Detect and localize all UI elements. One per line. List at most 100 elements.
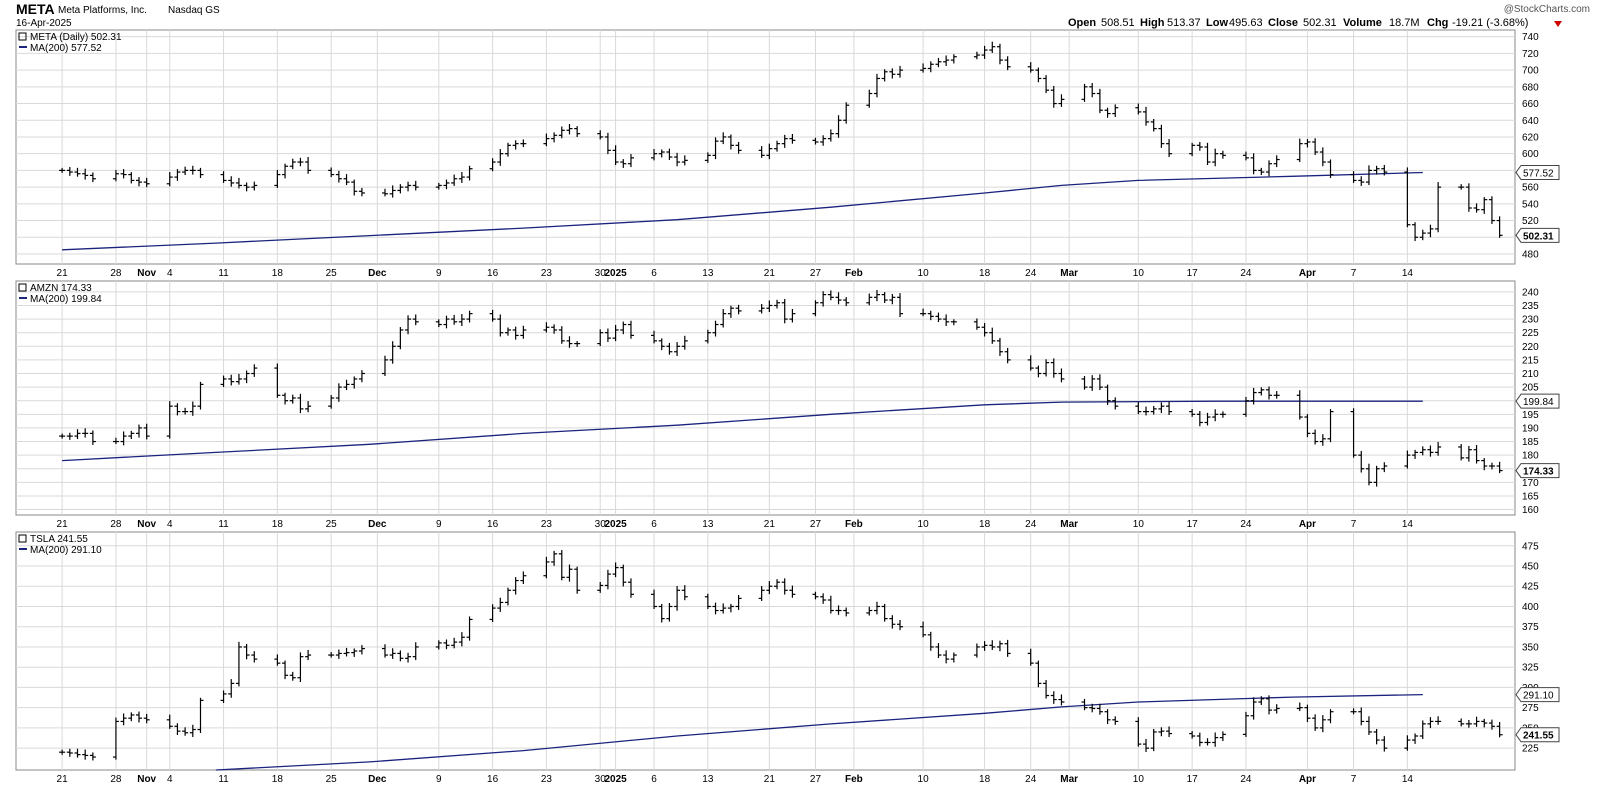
price-bar [566, 123, 573, 135]
price-bar [927, 310, 934, 321]
price-bar [1050, 85, 1057, 108]
price-bar [566, 336, 573, 348]
price-bar [1496, 461, 1503, 474]
price-bar [781, 298, 788, 324]
price-bar [597, 130, 604, 140]
price-bar [335, 649, 342, 659]
x-tick-label: 18 [979, 519, 991, 530]
price-bar [1050, 358, 1057, 378]
price-bar [1104, 709, 1111, 725]
price-bar [1404, 450, 1411, 469]
ma-badge: 577.52 [1515, 164, 1560, 180]
price-bar [1035, 660, 1042, 688]
price-bar [666, 342, 673, 355]
x-tick-label: Feb [845, 519, 863, 530]
price-badge-shape [1515, 727, 1560, 743]
price-bar [228, 374, 235, 386]
price-bar [604, 328, 611, 342]
price-bar [389, 341, 396, 364]
x-tick-label: 25 [326, 774, 338, 785]
price-bar [59, 167, 66, 173]
price-bar [435, 640, 442, 650]
price-bar [1312, 138, 1319, 155]
price-bar [112, 717, 119, 760]
ma-badge-shape [1515, 164, 1560, 180]
price-bar [1304, 139, 1311, 148]
panel-frame [15, 29, 1516, 265]
price-bar [558, 126, 565, 139]
price-bar [305, 401, 312, 413]
y-tick-label: 240 [1522, 287, 1539, 298]
y-tick-label: 740 [1522, 32, 1539, 43]
price-bar [1143, 106, 1150, 126]
price-bar [781, 134, 788, 148]
price-bar [489, 309, 496, 322]
price-bar [681, 585, 688, 601]
price-bar [866, 293, 873, 306]
price-bar [1373, 165, 1380, 175]
ohlc-chg-label: Chg [1427, 17, 1448, 29]
price-bar [658, 149, 665, 158]
price-bar [128, 712, 135, 722]
price-bar [358, 370, 365, 383]
x-tick-label: 14 [1402, 519, 1414, 530]
ma-200-line [62, 171, 1423, 251]
price-bar [789, 134, 796, 144]
x-tick-label: Apr [1299, 519, 1316, 530]
price-bar [897, 293, 904, 318]
price-bar [1258, 696, 1265, 705]
x-tick-label: 11 [218, 268, 229, 279]
price-bar [1043, 75, 1050, 94]
price-bar [1212, 732, 1219, 747]
price-bar [981, 641, 988, 651]
price-bar [866, 89, 873, 108]
x-tick-label: Nov [137, 268, 156, 279]
x-tick-label: 18 [979, 774, 991, 785]
price-bar [305, 156, 312, 174]
y-tick-label: 700 [1522, 66, 1539, 77]
price-bar [297, 393, 304, 414]
x-tick-label: 9 [436, 774, 442, 785]
price-bar [59, 433, 66, 439]
price-bar [1258, 387, 1265, 396]
price-bar [82, 749, 89, 760]
x-tick-label: 21 [57, 774, 69, 785]
price-bar [1481, 718, 1488, 728]
price-bar [335, 383, 342, 402]
price-bar [651, 589, 658, 610]
price-bar [935, 643, 942, 659]
x-tick-label: Dec [368, 519, 387, 530]
x-tick-label: 24 [1025, 268, 1037, 279]
price-bar [1458, 184, 1465, 190]
price-bar [1273, 704, 1280, 714]
x-tick-label: 18 [272, 268, 284, 279]
x-tick-label: 25 [326, 268, 338, 279]
price-bar [1204, 412, 1211, 426]
price-bar [612, 145, 619, 165]
price-bar [497, 149, 504, 166]
x-tick-label: Feb [845, 268, 863, 279]
price-bar [973, 643, 980, 658]
price-bar [889, 68, 896, 79]
header-date: 16-Apr-2025 [16, 18, 72, 29]
price-bar [1150, 118, 1157, 132]
price-bar [1004, 56, 1011, 71]
price-bar [612, 324, 619, 342]
y-tick-label: 660 [1522, 99, 1539, 110]
price-bar [166, 401, 173, 439]
price-bar [451, 637, 458, 649]
price-bar [1250, 387, 1257, 405]
price-bar [112, 169, 119, 182]
price-bar [74, 167, 81, 177]
price-bar [489, 604, 496, 622]
ohlc-open-value: 508.51 [1101, 17, 1135, 29]
price-bar [128, 430, 135, 440]
header-company: Meta Platforms, Inc. [58, 5, 147, 16]
x-tick-label: 28 [110, 519, 122, 530]
price-bar [120, 713, 127, 726]
price-bar [235, 177, 242, 189]
price-bar [1027, 62, 1034, 73]
price-bar [435, 182, 442, 190]
price-bar [1258, 167, 1265, 176]
